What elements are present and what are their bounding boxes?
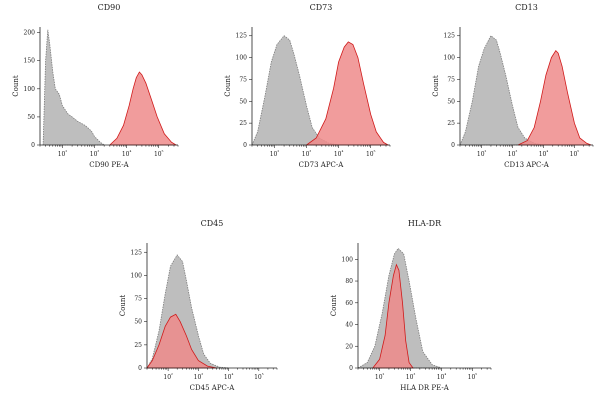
- y-tick-label: 0: [243, 142, 247, 149]
- histogram-panel-cd45: 0 25 50 75 100 125 10² 10³ 10⁴ 10⁵ CD45 CD45 APC-A C…: [119, 219, 278, 392]
- y-tick-label: 125: [236, 33, 248, 40]
- y-tick-label: 0: [349, 365, 353, 372]
- y-tick-label: 150: [24, 58, 36, 65]
- x-tick-label: 10⁵: [570, 150, 580, 159]
- y-tick-label: 20: [345, 343, 353, 350]
- y-tick-label: 75: [447, 76, 455, 83]
- control-histogram-area: [42, 29, 106, 146]
- x-tick-label: 10⁵: [154, 150, 164, 159]
- x-tick-label: 10²: [163, 373, 173, 382]
- panel-title: CD45: [201, 219, 224, 228]
- y-tick-label: 0: [451, 142, 455, 149]
- y-axis-label: Count: [432, 75, 440, 97]
- y-tick-label: 50: [239, 98, 247, 105]
- x-tick-label: 10²: [270, 150, 280, 159]
- x-tick-label: 10⁴: [539, 150, 549, 159]
- histogram-panel-cd13: 0 25 50 75 100 125 10² 10³ 10⁴ 10⁵ CD13 CD13 APC-A C…: [432, 3, 594, 169]
- y-tick-label: 125: [131, 249, 143, 256]
- x-tick-label: 10⁴: [437, 373, 447, 382]
- x-tick-label: 10⁴: [122, 150, 132, 159]
- y-tick-label: 100: [444, 55, 456, 62]
- y-axis-label: Count: [119, 295, 127, 317]
- x-axis-label: CD13 APC-A: [504, 161, 550, 169]
- x-axis-label: CD45 APC-A: [190, 384, 236, 392]
- panel-title: HLA-DR: [408, 219, 442, 228]
- marker-histogram-area: [146, 313, 217, 369]
- x-tick-label: 10²: [58, 150, 68, 159]
- panel-title: CD90: [98, 3, 121, 12]
- y-tick-label: 25: [447, 120, 455, 127]
- y-axis-label: Count: [12, 75, 20, 97]
- x-tick-label: 10³: [194, 373, 204, 382]
- y-tick-label: 100: [236, 55, 248, 62]
- marker-histogram-area: [305, 41, 390, 146]
- y-tick-label: 100: [342, 256, 354, 263]
- y-tick-label: 60: [345, 300, 353, 307]
- x-tick-label: 10³: [406, 373, 416, 382]
- y-tick-label: 50: [134, 319, 142, 326]
- y-tick-label: 0: [31, 142, 35, 149]
- y-tick-label: 50: [447, 98, 455, 105]
- marker-histogram-area: [108, 71, 178, 146]
- y-tick-label: 125: [444, 33, 456, 40]
- x-tick-label: 10⁵: [468, 373, 478, 382]
- control-histogram-area: [459, 35, 544, 146]
- x-tick-label: 10²: [375, 373, 385, 382]
- y-tick-label: 100: [131, 272, 143, 279]
- histogram-panel-cd90: 0 50 100 150 200 10² 10³ 10⁴ 10⁵ CD90 CD90 PE-A Cou…: [12, 3, 179, 169]
- y-tick-label: 25: [134, 342, 142, 349]
- x-axis-label: CD73 APC-A: [299, 161, 345, 169]
- y-tick-label: 75: [239, 76, 247, 83]
- x-tick-label: 10³: [302, 150, 312, 159]
- x-tick-label: 10⁵: [254, 373, 264, 382]
- y-axis-label: Count: [330, 295, 338, 317]
- x-tick-label: 10⁵: [366, 150, 376, 159]
- y-tick-label: 50: [27, 114, 35, 121]
- histogram-panel-hla-dr: 0 20 40 60 80 100 10² 10³ 10⁴ 10⁵ HLA-DR HLA DR PE-…: [330, 219, 492, 392]
- y-tick-label: 0: [138, 365, 142, 372]
- x-tick-label: 10⁴: [224, 373, 234, 382]
- x-axis-label: CD90 PE-A: [89, 161, 129, 169]
- histogram-panel-cd73: 0 25 50 75 100 125 10² 10³ 10⁴ 10⁵ CD73 CD73 APC-A C…: [224, 3, 391, 169]
- panel-title: CD13: [515, 3, 538, 12]
- y-tick-label: 80: [345, 278, 353, 285]
- y-tick-label: 100: [24, 86, 36, 93]
- x-axis-label: HLA DR PE-A: [400, 384, 449, 392]
- x-tick-label: 10⁴: [334, 150, 344, 159]
- x-tick-label: 10²: [477, 150, 487, 159]
- marker-histogram-area: [371, 263, 414, 369]
- marker-histogram-area: [517, 49, 592, 146]
- y-tick-label: 200: [24, 30, 36, 37]
- y-axis-label: Count: [224, 75, 232, 97]
- y-tick-label: 40: [345, 322, 353, 329]
- panel-title: CD73: [310, 3, 333, 12]
- x-tick-label: 10³: [90, 150, 100, 159]
- x-tick-label: 10³: [508, 150, 518, 159]
- y-tick-label: 25: [239, 120, 247, 127]
- y-tick-label: 75: [134, 296, 142, 303]
